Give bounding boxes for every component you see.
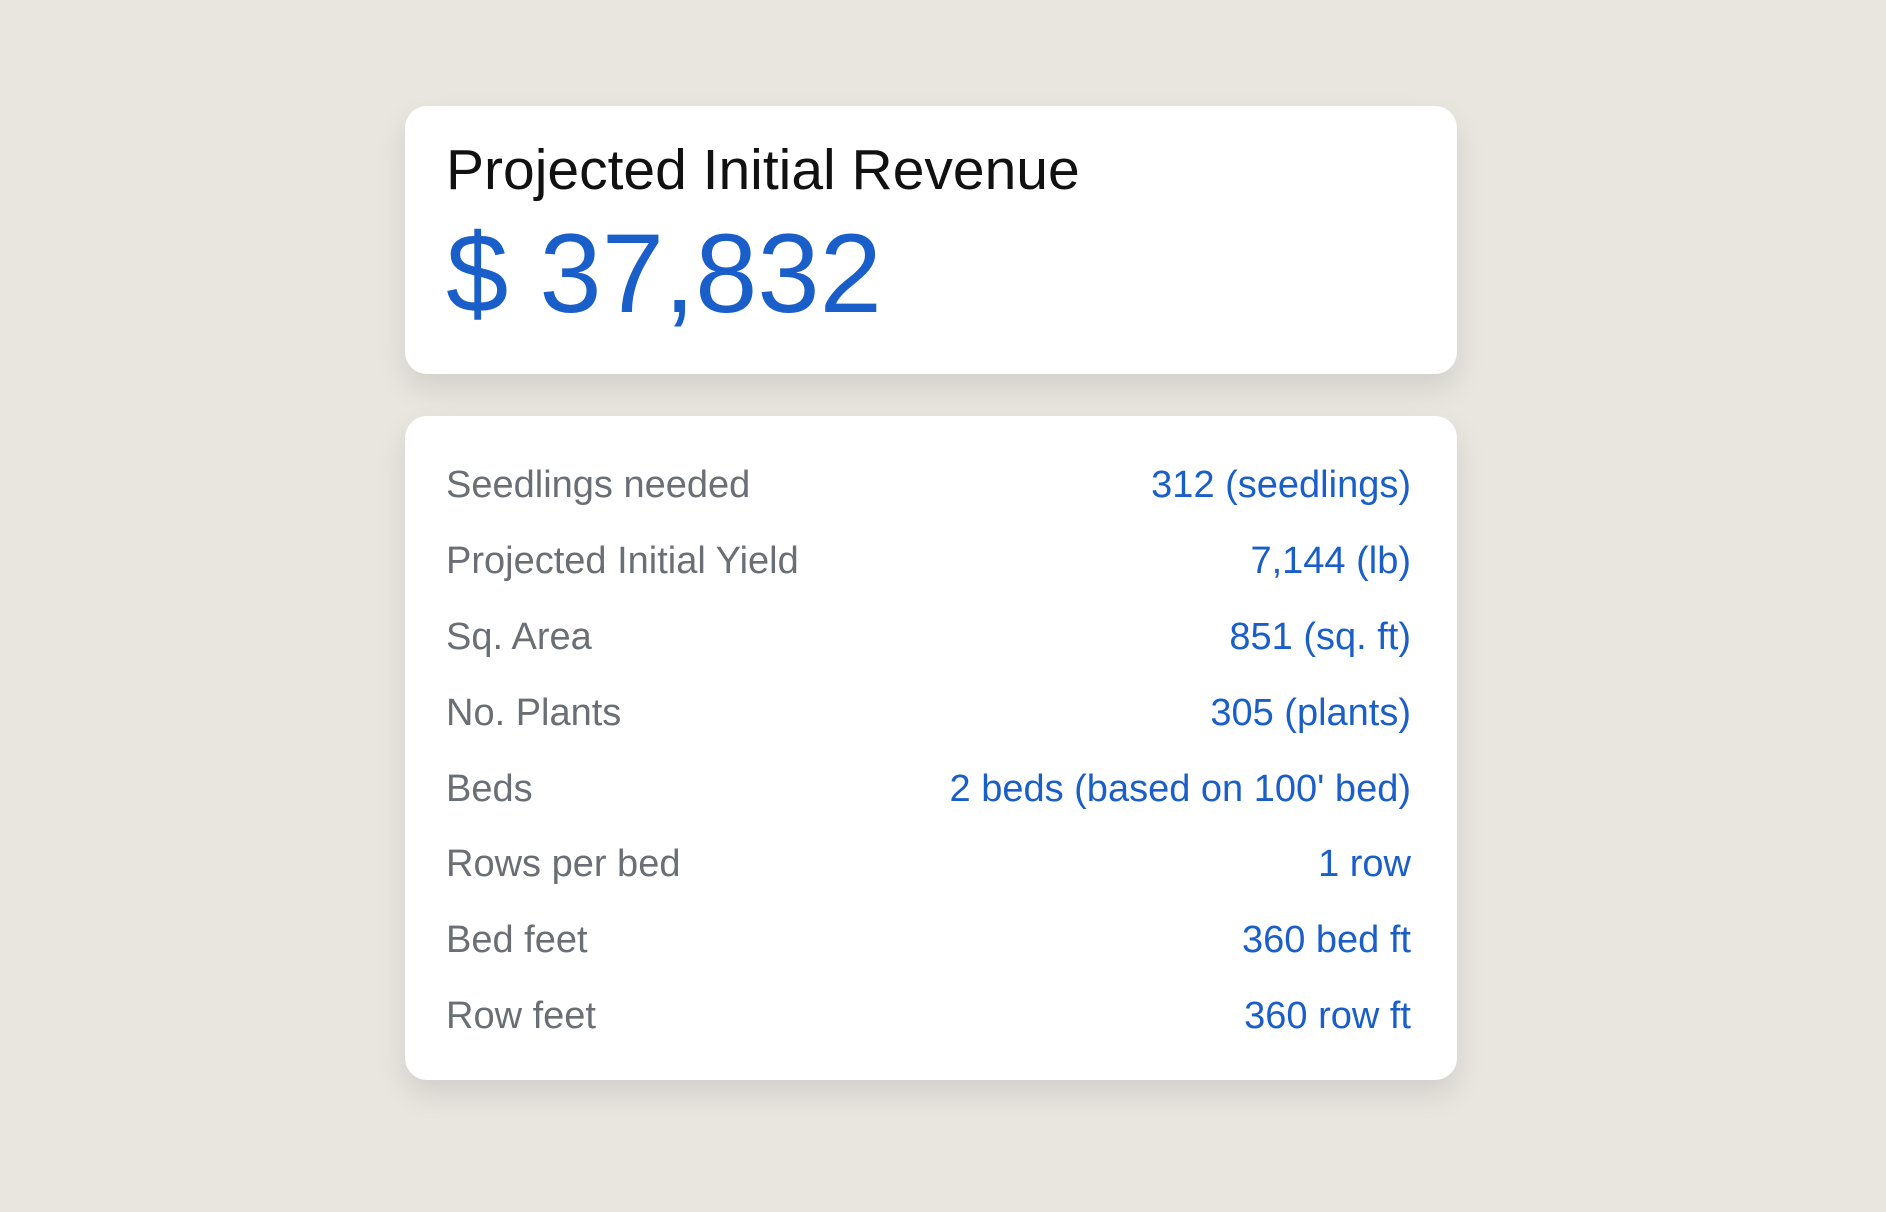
detail-row: Seedlings needed 312 (seedlings) (446, 448, 1411, 524)
card-title: Projected Initial Revenue (446, 138, 1080, 202)
detail-value: 360 bed ft (1241, 919, 1411, 962)
detail-row: No. Plants 305 (plants) (446, 675, 1411, 751)
detail-row: Projected Initial Yield 7,144 (lb) (446, 524, 1411, 600)
detail-label: Seedlings needed (446, 464, 751, 507)
detail-value: 7,144 (lb) (1250, 540, 1411, 583)
detail-value: 360 row ft (1244, 994, 1411, 1037)
details-card: Seedlings needed 312 (seedlings) Projected… (405, 416, 1457, 1080)
revenue-value: $ 37,832 (446, 211, 882, 337)
detail-label: Sq. Area (446, 615, 592, 658)
detail-value: 312 (seedlings) (1151, 464, 1411, 507)
detail-row: Rows per bed 1 row (446, 827, 1411, 903)
detail-value: 851 (sq. ft) (1229, 615, 1411, 658)
detail-label: Row feet (446, 994, 596, 1037)
revenue-card: Projected Initial Revenue $ 37,832 (405, 106, 1457, 374)
detail-row: Beds 2 beds (based on 100' bed) (446, 751, 1411, 827)
detail-label: No. Plants (446, 691, 622, 734)
detail-label: Projected Initial Yield (446, 540, 799, 583)
detail-label: Bed feet (446, 919, 588, 962)
detail-value: 305 (plants) (1210, 691, 1411, 734)
detail-label: Beds (446, 767, 533, 810)
detail-row: Row feet 360 row ft (446, 979, 1411, 1055)
detail-row: Bed feet 360 bed ft (446, 903, 1411, 979)
detail-value: 1 row (1318, 843, 1411, 886)
detail-label: Rows per bed (446, 843, 681, 886)
detail-value: 2 beds (based on 100' bed) (949, 767, 1412, 810)
detail-row: Sq. Area 851 (sq. ft) (446, 600, 1411, 676)
